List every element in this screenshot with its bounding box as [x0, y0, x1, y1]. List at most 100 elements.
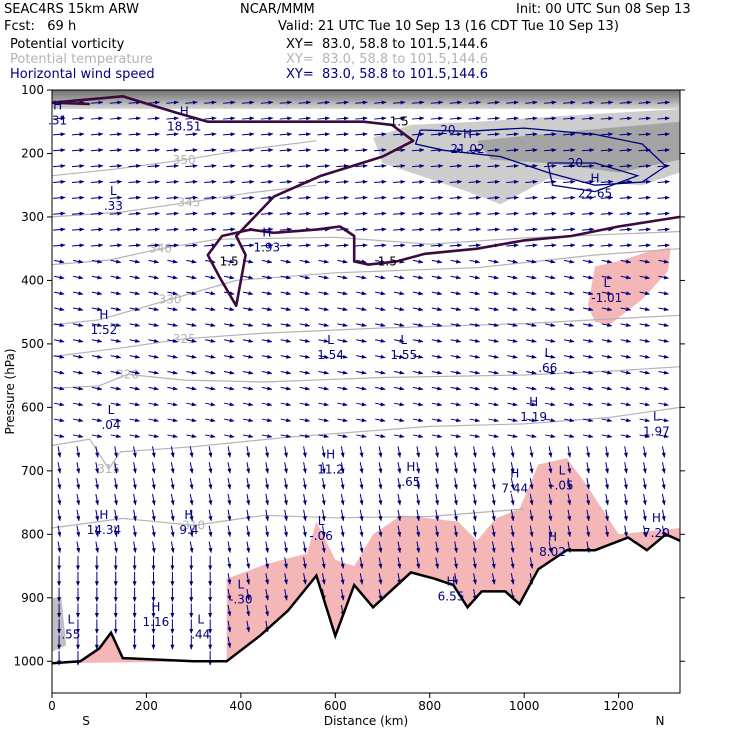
wind-vector [525, 227, 538, 232]
wind-vector [510, 541, 515, 554]
wind-vector [318, 370, 329, 375]
wind-vector [299, 402, 311, 407]
wind-vector [317, 179, 331, 184]
wind-vector [450, 275, 462, 280]
wind-vector [186, 307, 197, 312]
wind-vector [246, 573, 251, 585]
wind-vector [638, 164, 652, 169]
wind-vector [468, 211, 482, 216]
wind-vector [469, 275, 481, 280]
wind-vector [468, 179, 482, 184]
wind-vector [411, 179, 425, 184]
wind-vector [642, 446, 647, 458]
wind-vector [412, 434, 424, 439]
wind-vector [128, 164, 142, 169]
wind-vector [90, 164, 104, 169]
wind-vector [506, 116, 519, 121]
wind-vector [600, 211, 614, 216]
wind-vector [340, 462, 345, 474]
wind-speed-label: 20 [568, 156, 583, 170]
wind-vector [279, 211, 293, 216]
wind-vector [359, 509, 364, 522]
wind-vector [526, 418, 537, 423]
wind-vector [374, 116, 387, 121]
wind-vector [261, 386, 273, 391]
wind-vector [544, 227, 557, 232]
wind-vector [375, 434, 386, 439]
wind-vector [223, 323, 235, 327]
wind-vector [72, 434, 84, 439]
wind-vector [283, 557, 288, 569]
wind-vector [185, 179, 198, 184]
wind-vector [416, 525, 421, 538]
wind-vector [298, 195, 312, 200]
wind-vector [355, 195, 368, 200]
wind-vector [204, 211, 217, 216]
wind-vector [90, 100, 104, 105]
wind-vector [205, 354, 216, 359]
wind-vector [619, 211, 633, 216]
wind-vector [110, 323, 122, 327]
wind-vector [545, 386, 556, 391]
extremum-value: 7.44 [501, 482, 528, 496]
wind-vector [280, 338, 292, 343]
wind-vector [170, 525, 175, 538]
wind-vector [450, 307, 462, 312]
theta-contour-label: 350 [173, 153, 196, 167]
extremum-value: 7.20 [643, 526, 670, 540]
wind-vector [378, 557, 383, 569]
wind-vector [265, 557, 270, 569]
extremum-value: 1.55 [390, 348, 417, 362]
wind-vector [529, 541, 534, 554]
wind-vector [356, 275, 367, 280]
wind-vector [416, 493, 421, 506]
wind-vector [147, 148, 161, 153]
wind-vector [280, 354, 292, 359]
wind-vector [223, 243, 236, 248]
wind-vector [623, 509, 628, 522]
wind-vector [506, 179, 519, 184]
wind-vector [581, 148, 595, 153]
wind-vector [208, 477, 213, 490]
extremum-type: H [652, 511, 661, 525]
wind-vector [469, 354, 481, 359]
wind-vector [260, 195, 274, 200]
wind-vector [227, 525, 232, 538]
wind-vector [242, 418, 254, 423]
wind-vector [205, 275, 216, 280]
pv-contour-label: 1.5 [220, 254, 239, 268]
wind-vector [526, 338, 537, 343]
wind-vector [378, 477, 383, 490]
wind-vector [469, 434, 481, 439]
wind-vector [620, 434, 632, 439]
theta-contour [51, 314, 681, 358]
wind-vector [359, 557, 364, 569]
wind-vector [90, 148, 104, 153]
wind-vector [488, 370, 499, 375]
wind-vector [321, 462, 326, 474]
wind-vector [261, 354, 273, 359]
wind-vector [265, 446, 270, 458]
wind-vector [147, 164, 161, 169]
extremum-value: .31 [48, 113, 67, 127]
wind-vector [544, 243, 557, 248]
wind-vector [208, 462, 213, 474]
wind-vector [375, 386, 386, 391]
wind-vector [488, 259, 499, 264]
wind-vector [526, 354, 537, 359]
wind-vector [412, 323, 424, 327]
wind-vector [340, 493, 345, 506]
wind-vector [318, 338, 329, 343]
extremum-value: 1.52 [91, 323, 118, 337]
wind-vector [397, 541, 402, 554]
wind-vector [170, 462, 175, 474]
wind-vector [280, 291, 292, 296]
wind-vector [545, 323, 556, 327]
wind-vector [449, 100, 463, 105]
wind-vector [510, 493, 515, 506]
wind-vector [525, 179, 538, 184]
wind-vector [148, 418, 160, 423]
wind-vector [57, 509, 62, 522]
wind-vector [378, 493, 383, 506]
wind-vector [53, 338, 65, 343]
